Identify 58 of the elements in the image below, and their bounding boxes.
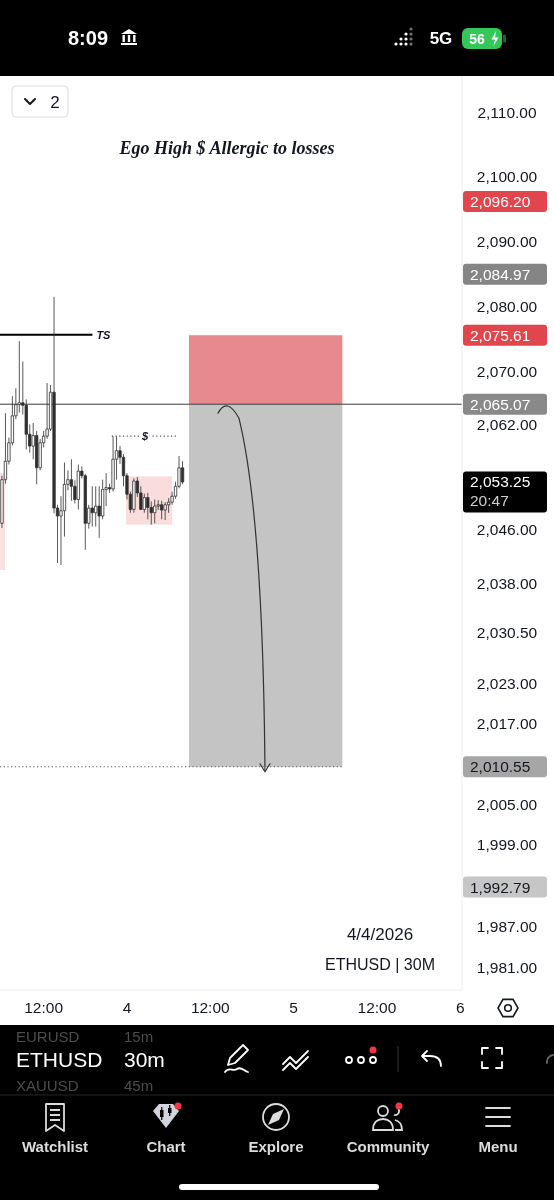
x-tick-label: 12:00 [190,999,231,1016]
text: 2,096.20 [470,192,531,210]
text: ETHUSD [16,1048,103,1071]
x-tick-label: 4 [122,999,132,1016]
text: 45m [124,1077,154,1094]
candlestick [163,501,167,521]
candlestick [180,460,185,485]
text: 2,053.25 [470,473,531,491]
candlestick [160,500,164,520]
ref-line-label: TS [96,328,112,341]
text: Explore [248,1138,304,1155]
text: Chart [146,1138,186,1155]
y-tick-label: 1,987.00 [476,917,538,935]
text: 2,075.61 [470,326,531,344]
text: 15m [124,1028,154,1045]
text: 56 [469,30,485,47]
candlestick [132,477,136,514]
x-tick-label: 5 [289,999,298,1016]
y-tick-label: 2,090.00 [476,233,538,251]
y-tick-label: 2,070.00 [476,363,538,381]
text: Ego High $ Allergic to losses [118,138,335,158]
y-tick-label: 2,038.00 [476,574,538,592]
annotation: 4/4/2026 [346,925,414,944]
x-tick-label: 12:00 [357,999,397,1016]
ref-line-label: 2,065.07 [470,395,531,413]
y-tick-label: 2,100.00 [476,168,538,186]
text: 2,010.55 [470,758,531,776]
x-tick-label: 6 [455,999,465,1016]
y-tick-label: 2,017.00 [476,714,538,732]
y-tick-label: 1,999.00 [476,836,538,854]
text: 20:47 [470,492,509,510]
candlestick [90,485,94,528]
text: 8:09 [67,27,109,49]
candlestick [153,499,157,524]
text: Community [346,1138,430,1155]
candlestick [76,464,80,510]
y-tick-label: 2,062.00 [476,415,538,433]
text: 5G [429,29,453,48]
annotation: ETHUSD | 30M [325,956,435,973]
y-tick-label: 2,030.50 [476,624,538,642]
ref-line-label: $ [141,430,150,443]
y-tick-label: 1,981.00 [476,958,538,976]
text: EURUSD [16,1028,80,1045]
text: Menu [478,1138,518,1155]
text: 2,084.97 [470,265,531,283]
y-tick-label: 2,023.00 [476,674,538,692]
candlestick [69,458,74,502]
y-tick-label: 2,046.00 [476,521,538,539]
x-tick-label: 12:00 [24,999,64,1016]
y-tick-label: 2,005.00 [476,795,538,813]
text: Watchlist [21,1138,89,1155]
annotation: 2 [50,93,60,112]
candlestick [111,435,115,492]
y-tick-label: 2,080.00 [476,298,538,316]
text: XAUUSD [16,1077,79,1094]
text: 1,992.79 [470,878,531,896]
text: 30m [124,1048,165,1071]
y-tick-label: 2,110.00 [477,104,537,122]
